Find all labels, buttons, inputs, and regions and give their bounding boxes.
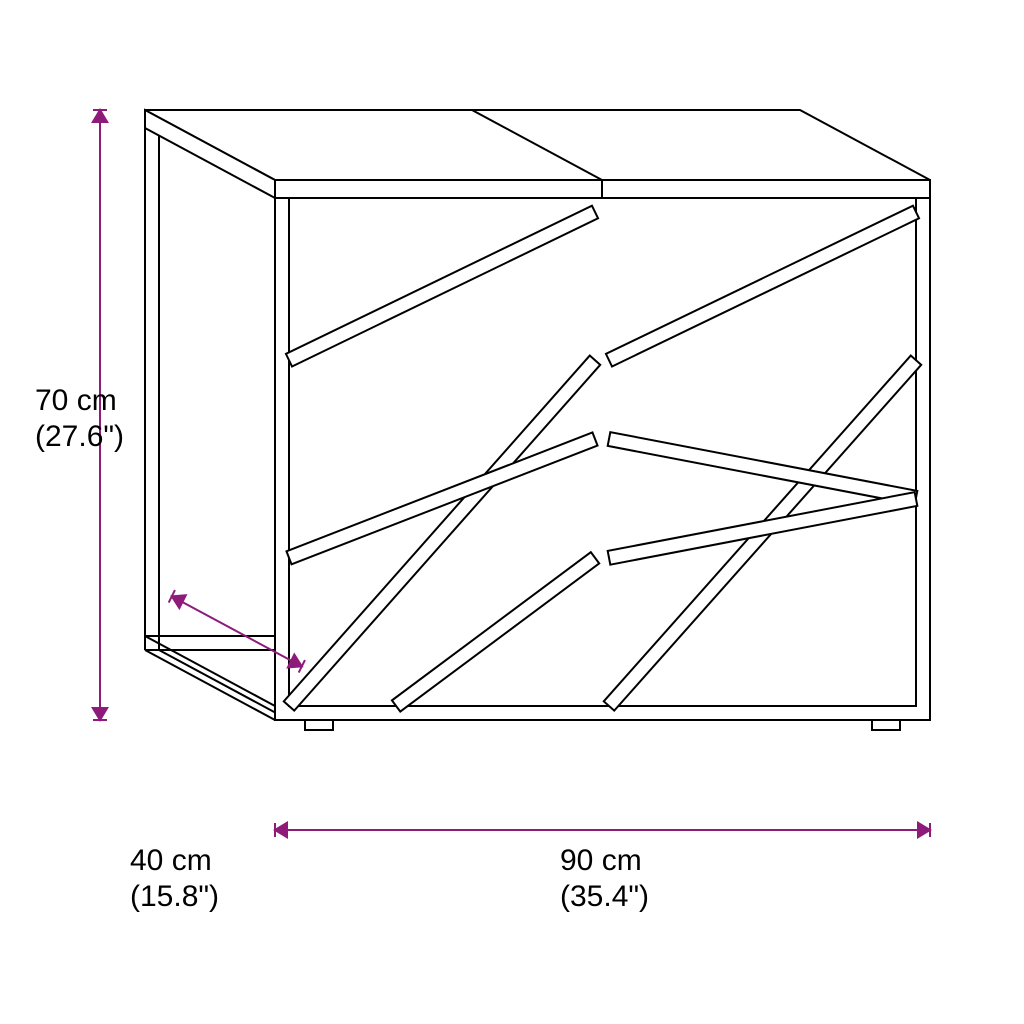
dim-depth-label-2: (15.8")	[130, 880, 219, 913]
dim-height-label-1: 70 cm	[35, 384, 117, 417]
dim-depth-label-1: 40 cm	[130, 844, 212, 877]
dim-width-label-1: 90 cm	[560, 844, 642, 877]
dim-width-label-2: (35.4")	[560, 880, 649, 913]
dim-height-label-2: (27.6")	[35, 420, 124, 453]
